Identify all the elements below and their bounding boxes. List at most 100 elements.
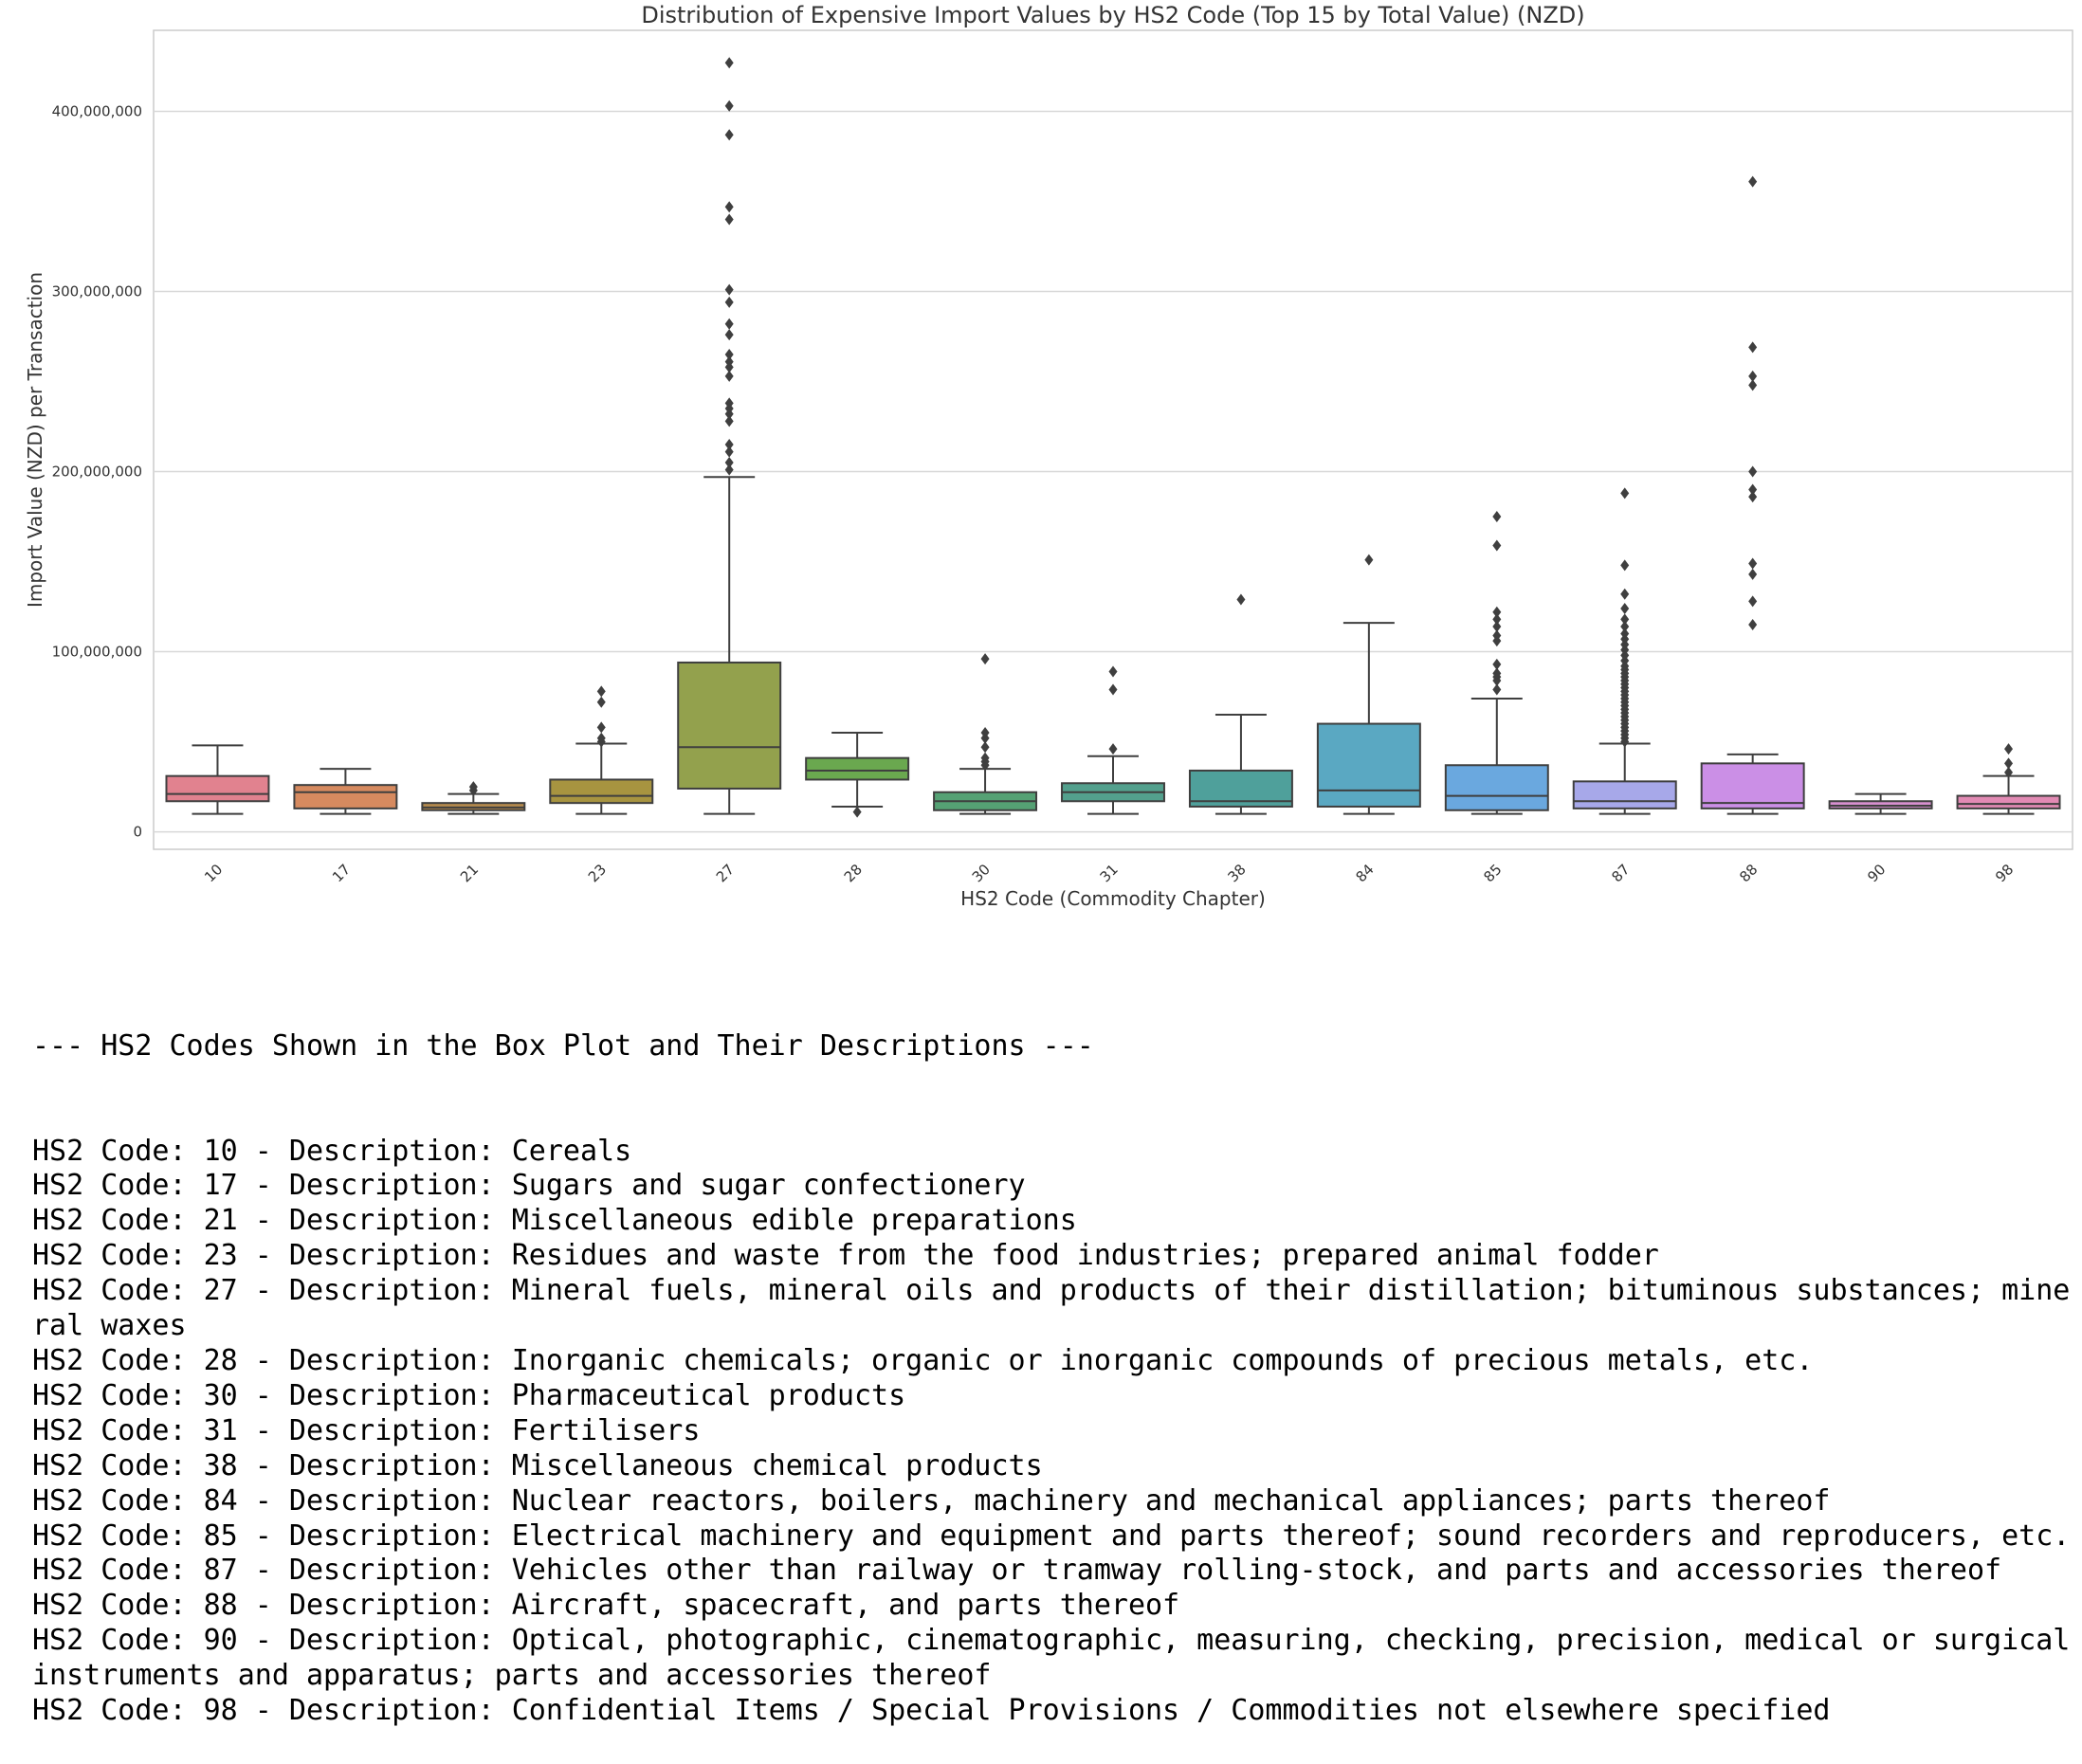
iqr-box [1956, 794, 2061, 809]
y-tick-label: 0 [133, 824, 142, 841]
x-tick-label: 27 [713, 861, 738, 885]
outlier-point [724, 349, 734, 361]
outlier-point [468, 781, 478, 793]
outlier-point [1492, 620, 1502, 632]
x-tick-label: 84 [1352, 861, 1377, 885]
iqr-box [677, 661, 782, 790]
outlier-point [596, 696, 606, 708]
outlier-point [1620, 559, 1630, 572]
outlier-point [1108, 683, 1118, 696]
outlier-point [1492, 667, 1502, 680]
description-line: HS2 Code: 87 - Description: Vehicles oth… [32, 1554, 2002, 1588]
box-21 [421, 781, 526, 815]
outlier-point [724, 318, 734, 330]
description-line: HS2 Code: 84 - Description: Nuclear reac… [32, 1483, 1831, 1518]
outlier-point [1620, 627, 1630, 640]
x-tick-label: 31 [1097, 861, 1122, 885]
outlier-point [1748, 491, 1758, 503]
description-line: HS2 Code: 90 - Description: Optical, pho… [32, 1624, 2071, 1693]
description-line: HS2 Code: 10 - Description: Cereals [32, 1134, 632, 1168]
description-line: HS2 Code: 88 - Description: Aircraft, sp… [32, 1589, 1180, 1623]
outlier-point [1748, 465, 1758, 478]
outlier-point [724, 100, 734, 112]
outlier-point [1748, 595, 1758, 608]
outlier-point [1748, 370, 1758, 382]
box-90 [1828, 792, 1933, 815]
x-tick-label: 21 [457, 861, 482, 885]
outlier-point [1492, 606, 1502, 618]
x-tick-label: 90 [1864, 861, 1889, 885]
description-line: HS2 Code: 28 - Description: Inorganic ch… [32, 1343, 1814, 1377]
x-axis-label: HS2 Code (Commodity Chapter) [960, 887, 1266, 910]
x-tick-label: 17 [329, 861, 354, 885]
description-line: HS2 Code: 31 - Description: Fertilisers [32, 1413, 701, 1447]
outlier-point [724, 129, 734, 141]
outlier-point [724, 355, 734, 368]
descriptions-heading: --- HS2 Codes Shown in the Box Plot and … [32, 1028, 1094, 1063]
iqr-box [805, 756, 910, 781]
outlier-point [596, 685, 606, 698]
outlier-point [1108, 665, 1118, 678]
y-axis-label: Import Value (NZD) per Transaction [24, 272, 46, 608]
outlier-point [724, 457, 734, 469]
box-98 [1956, 743, 2061, 815]
outlier-point [1748, 379, 1758, 391]
x-tick-label: 98 [1992, 861, 2017, 885]
box-87 [1572, 487, 1677, 815]
description-line: HS2 Code: 27 - Description: Mineral fuel… [32, 1274, 2071, 1343]
outlier-point [1620, 588, 1630, 600]
iqr-box [165, 774, 270, 803]
outlier-point [724, 397, 734, 409]
box-series [165, 57, 2061, 818]
x-axis-ticks: 10 17 21 23 27 28 30 31 38 84 85 87 88 90 98 [201, 861, 2017, 885]
iqr-box [1700, 762, 1805, 809]
y-axis-ticks: 0 100,000,000 200,000,000 300,000,000 400,00… [52, 103, 142, 841]
outlier-point [724, 415, 734, 427]
y-tick-label: 200,000,000 [52, 464, 142, 481]
outlier-point [1748, 619, 1758, 631]
outlier-point [1492, 539, 1502, 552]
outlier-point [1108, 743, 1118, 755]
outlier-point [980, 727, 990, 739]
descriptions-lines: HS2 Code: 10 - Description: Cereals HS2 C… [32, 1135, 2071, 1729]
box-30 [933, 653, 1038, 815]
description-line: HS2 Code: 85 - Description: Electrical m… [32, 1518, 2071, 1553]
iqr-box [1316, 722, 1421, 808]
outlier-point [852, 806, 862, 818]
outlier-point [1492, 658, 1502, 670]
outlier-point [1748, 483, 1758, 496]
outlier-point [980, 752, 990, 764]
description-line: HS2 Code: 21 - Description: Miscellaneou… [32, 1204, 1077, 1238]
iqr-box [1444, 764, 1549, 811]
plot-area-background [153, 29, 2073, 850]
outlier-point [724, 57, 734, 69]
outlier-point [724, 439, 734, 451]
y-tick-label: 400,000,000 [52, 103, 142, 120]
outlier-point [1620, 613, 1630, 626]
outlier-point [724, 296, 734, 308]
x-tick-label: 28 [841, 861, 866, 885]
outlier-point [1620, 620, 1630, 632]
outlier-point [724, 329, 734, 341]
outlier-point [1492, 613, 1502, 626]
outlier-point [1748, 557, 1758, 570]
outlier-point [2004, 757, 2014, 770]
outlier-point [980, 741, 990, 754]
outlier-point [1236, 593, 1246, 606]
x-tick-label: 23 [585, 861, 610, 885]
outlier-point [1492, 511, 1502, 523]
outlier-point [724, 464, 734, 476]
box-23 [549, 685, 654, 815]
x-tick-label: 30 [969, 861, 994, 885]
x-tick-label: 88 [1736, 861, 1761, 885]
description-line: HS2 Code: 98 - Description: Confidential… [32, 1694, 1831, 1728]
box-plot-chart: 0 100,000,000 200,000,000 300,000,000 400,00… [24, 2, 2073, 910]
outlier-point [1364, 554, 1374, 566]
box-17 [293, 768, 398, 815]
box-10 [165, 744, 270, 815]
description-line: HS2 Code: 30 - Description: Pharmaceutic… [32, 1378, 906, 1412]
iqr-box [293, 784, 398, 809]
outlier-point [1748, 341, 1758, 354]
box-84 [1316, 554, 1421, 815]
x-tick-label: 87 [1608, 861, 1633, 885]
